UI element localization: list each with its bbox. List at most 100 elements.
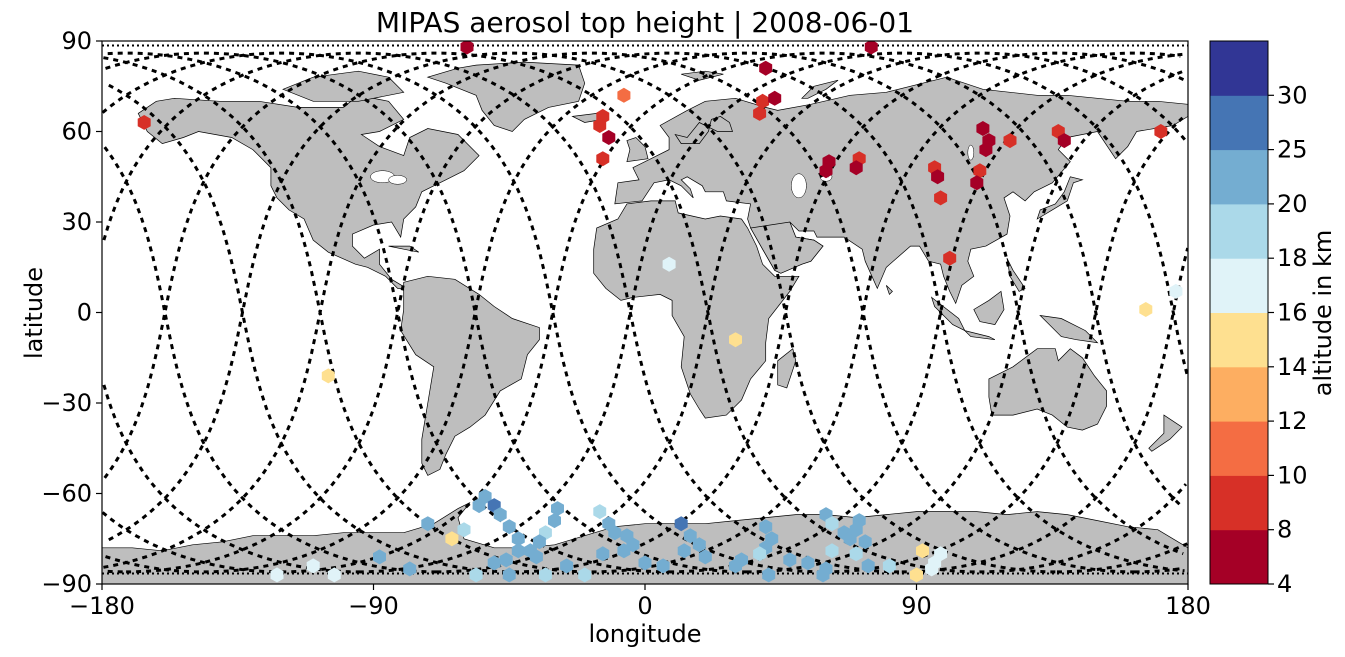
data-point-88 — [825, 543, 839, 559]
colorbar-segment-3 — [1210, 366, 1268, 422]
data-point-56 — [596, 546, 610, 562]
data-point-32 — [1139, 302, 1153, 317]
x-axis-label: longitude — [588, 620, 701, 648]
x-tick-label-4: 180 — [1165, 592, 1211, 620]
orbit-track-2 — [102, 51, 1184, 574]
data-point-61 — [698, 549, 712, 565]
data-point-46 — [511, 543, 525, 559]
colorbar-tick-label-6: 18 — [1277, 244, 1308, 272]
data-point-65 — [487, 555, 501, 571]
data-point-33 — [1169, 283, 1183, 299]
data-point-20 — [976, 121, 990, 136]
data-point-60 — [677, 543, 691, 559]
lake-2 — [791, 173, 807, 199]
data-point-19 — [943, 250, 957, 266]
colorbar-tick-label-7: 20 — [1277, 190, 1308, 218]
y-tick-label-6: 90 — [61, 27, 92, 55]
data-point-64 — [560, 558, 574, 574]
data-point-100 — [270, 567, 284, 583]
data-point-87 — [858, 534, 872, 550]
orbit-track-3 — [102, 51, 1188, 574]
data-point-80 — [801, 555, 815, 571]
land-japan — [1036, 176, 1084, 220]
x-tick-label-1: −90 — [348, 592, 399, 620]
x-tick-label-0: −180 — [69, 592, 135, 620]
data-point-72 — [578, 567, 592, 583]
y-tick-label-0: −90 — [41, 570, 92, 598]
data-point-4 — [602, 130, 616, 145]
data-point-35 — [472, 498, 486, 514]
data-point-52 — [608, 525, 622, 541]
lake-4 — [967, 144, 975, 161]
land-arabia-fill — [750, 221, 824, 274]
orbit-track-13 — [103, 51, 1181, 574]
data-point-95 — [916, 543, 929, 559]
colorbar-segment-7 — [1210, 149, 1268, 205]
data-point-43 — [548, 513, 561, 529]
orbit-track-4 — [103, 51, 1188, 574]
data-point-63 — [656, 558, 670, 574]
data-point-30 — [729, 332, 742, 348]
world-land-layer — [102, 61, 1188, 584]
colorbar-tick-label-8: 25 — [1277, 136, 1308, 164]
data-point-0 — [137, 115, 151, 130]
data-point-50 — [593, 504, 607, 520]
colorbar-segment-2 — [1210, 421, 1268, 476]
data-point-73 — [759, 519, 773, 535]
colorbar-segment-8 — [1210, 95, 1268, 151]
aerosol-points — [137, 41, 1183, 583]
data-point-99 — [910, 567, 923, 583]
data-point-28 — [1154, 124, 1168, 139]
land-new-guinea — [1039, 315, 1099, 344]
land-indonesia-2 — [963, 329, 996, 341]
data-point-94 — [762, 567, 776, 583]
land-australia — [988, 348, 1107, 431]
data-point-90 — [861, 558, 875, 574]
data-point-24 — [970, 175, 984, 191]
data-point-69 — [469, 567, 483, 583]
orbit-track-10 — [102, 51, 1188, 574]
colorbar-segment-0 — [1210, 529, 1268, 585]
data-point-71 — [502, 567, 516, 583]
data-point-44 — [551, 501, 564, 517]
data-point-57 — [674, 516, 688, 532]
data-point-11 — [864, 41, 878, 55]
land-borneo — [973, 290, 1005, 325]
land-south-america — [400, 275, 540, 476]
orbit-track-6 — [103, 51, 1181, 574]
colorbar-segment-6 — [1210, 203, 1268, 259]
data-point-39 — [457, 522, 471, 538]
data-point-41 — [511, 531, 525, 547]
y-tick-label-4: 30 — [61, 208, 92, 236]
data-point-49 — [499, 552, 513, 568]
data-point-3 — [593, 118, 607, 133]
data-point-8 — [756, 93, 770, 109]
data-point-45 — [532, 534, 546, 550]
data-point-27 — [1057, 133, 1071, 149]
x-axis-ticks: −180 −90 0 90 180 — [69, 584, 1211, 620]
data-point-17 — [931, 169, 945, 185]
data-point-9 — [753, 105, 767, 121]
data-point-102 — [306, 558, 320, 574]
data-point-40 — [421, 516, 435, 532]
data-point-48 — [529, 549, 543, 565]
data-point-70 — [539, 567, 552, 583]
orbit-track-0 — [107, 51, 1185, 574]
data-point-37 — [493, 507, 507, 523]
data-point-78 — [729, 558, 742, 574]
data-point-31 — [321, 368, 335, 384]
land-sri-lanka — [885, 285, 893, 296]
data-point-101 — [327, 567, 341, 583]
data-point-79 — [783, 552, 797, 568]
land-indonesia-1 — [930, 296, 966, 332]
data-point-82 — [825, 516, 839, 532]
y-tick-label-2: −30 — [41, 389, 92, 417]
orbit-track-5 — [108, 51, 1188, 574]
data-point-76 — [753, 546, 767, 562]
colorbar-segment-1 — [1210, 475, 1268, 531]
data-point-86 — [852, 513, 866, 529]
data-point-89 — [849, 546, 863, 562]
y-tick-label-1: −60 — [41, 480, 92, 508]
colorbar-segment-5 — [1210, 258, 1268, 313]
data-point-58 — [683, 528, 697, 544]
